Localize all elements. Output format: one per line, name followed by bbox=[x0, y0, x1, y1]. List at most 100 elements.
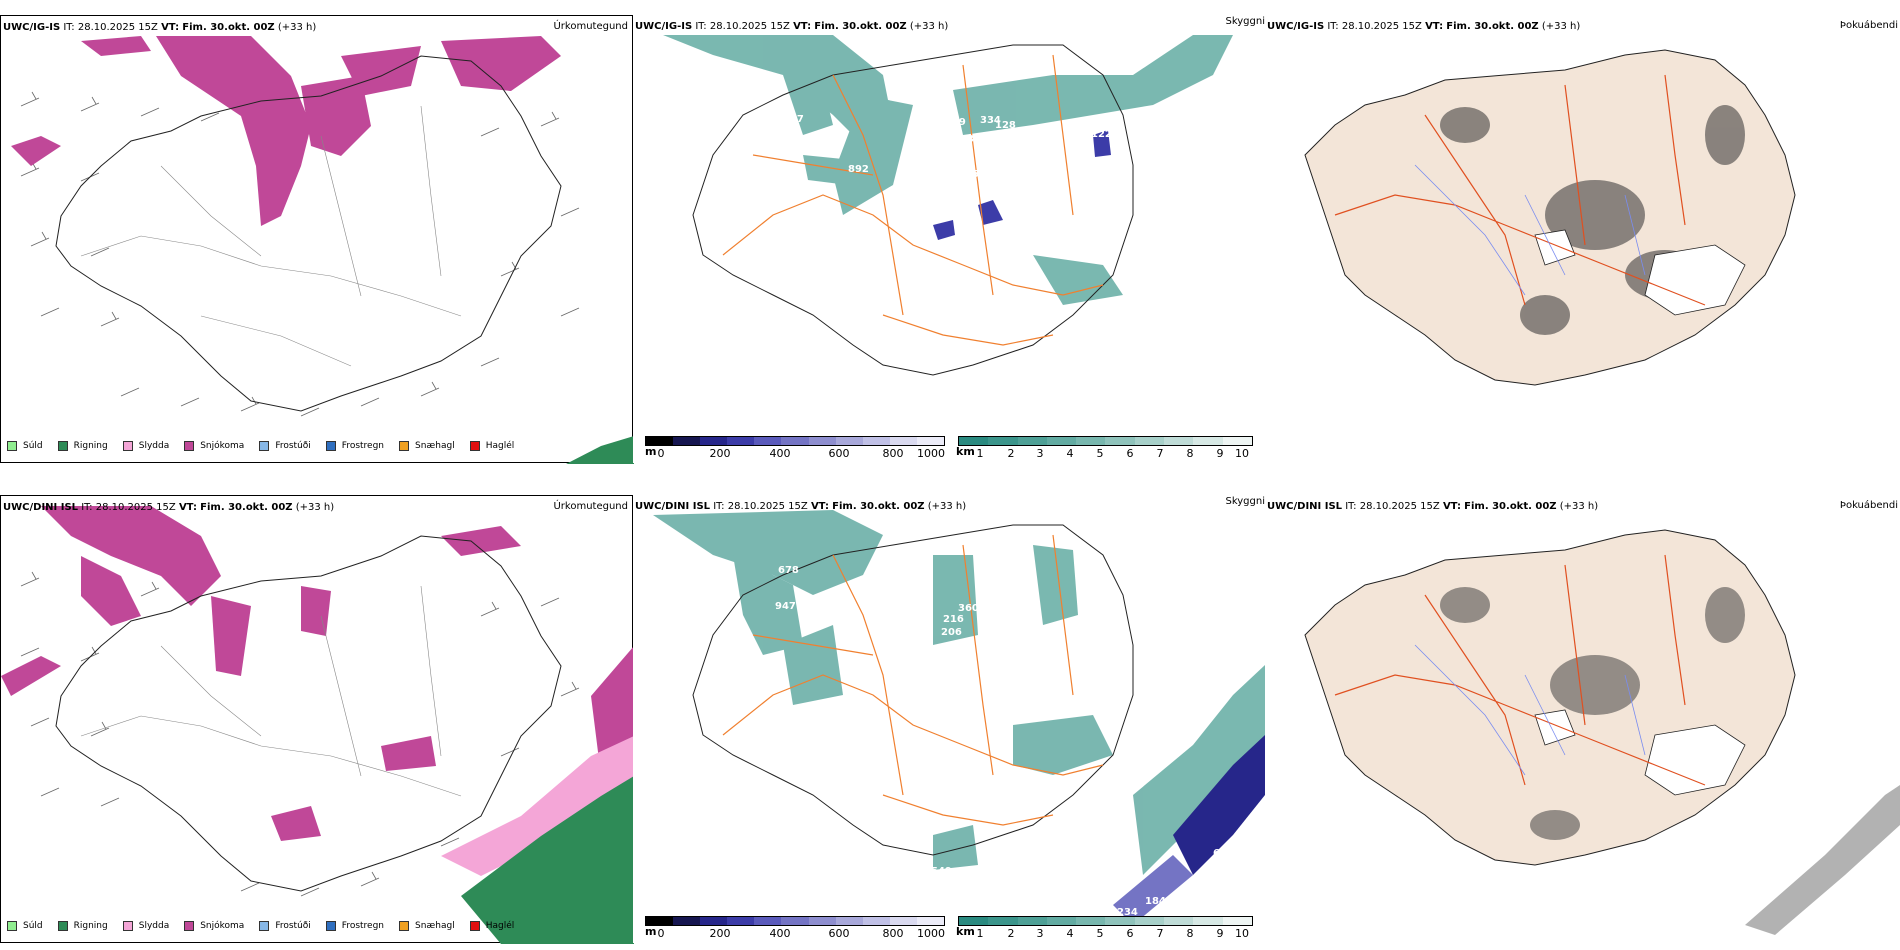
tick-label: 800 bbox=[882, 927, 904, 940]
visibility-unit: km bbox=[956, 925, 975, 938]
map-dini-fog bbox=[1304, 529, 1900, 935]
tick-label: 1 bbox=[976, 447, 984, 460]
legend-item: Haglél bbox=[469, 441, 514, 451]
value-label: 365 bbox=[958, 169, 979, 180]
legend-item: Snjókoma bbox=[184, 921, 244, 931]
value-label: 292 bbox=[936, 145, 957, 156]
cloudbase-bar bbox=[645, 916, 945, 926]
fog-fields bbox=[1440, 587, 1745, 840]
visibility-bar bbox=[958, 916, 1253, 926]
roads bbox=[80, 105, 462, 367]
legend-swatch bbox=[259, 441, 270, 451]
rain-area bbox=[461, 776, 634, 944]
value-label: 678 bbox=[778, 565, 799, 576]
value-label: 102 bbox=[1085, 604, 1106, 615]
panel-title: Skyggni bbox=[1225, 16, 1265, 27]
cloudbase-colorbar: m 0 200 400 600 800 1000 bbox=[645, 436, 945, 460]
value-labels: 678 947 360 216 206 102 86 450 549 65 18… bbox=[775, 565, 1227, 918]
tick-label: 400 bbox=[769, 447, 791, 460]
visibility-bar bbox=[958, 436, 1253, 446]
roads bbox=[722, 534, 1104, 826]
visibility-unit: km bbox=[956, 445, 975, 458]
value-label: 65 bbox=[1213, 848, 1227, 859]
snow-areas bbox=[1, 506, 634, 841]
snow-areas bbox=[11, 36, 561, 226]
iceland-outline bbox=[55, 535, 562, 892]
tick-label: 800 bbox=[882, 447, 904, 460]
panel-header: UWC/IG-IS IT: 28.10.2025 15Z VT: Fim. 30… bbox=[3, 22, 317, 33]
sleet-area bbox=[441, 736, 634, 876]
panel-header: UWC/DINI ISL IT: 28.10.2025 15Z VT: Fim.… bbox=[1267, 501, 1599, 512]
legend-swatch bbox=[7, 441, 17, 451]
tick-label: 5 bbox=[1096, 927, 1104, 940]
tick-label: 7 bbox=[1156, 447, 1164, 460]
legend-item: Frostúði bbox=[259, 441, 311, 451]
tick-label: 2 bbox=[1007, 927, 1015, 940]
panel-title: Þokuábendi bbox=[1839, 500, 1898, 511]
tick-label: 6 bbox=[1126, 927, 1134, 940]
value-label: 967 bbox=[783, 114, 804, 125]
value-label: 128 bbox=[995, 120, 1016, 131]
precip-legend: Súld Rigning Slydda Snjókoma Frostúði Fr… bbox=[7, 921, 529, 931]
tick-label: 10 bbox=[1235, 447, 1249, 460]
tick-label: 600 bbox=[828, 447, 850, 460]
panel-title: Skyggni bbox=[1225, 496, 1265, 507]
visibility-fields bbox=[653, 510, 1265, 875]
legend-swatch bbox=[469, 921, 480, 931]
roads bbox=[80, 585, 462, 797]
panel-header: UWC/IG-IS IT: 28.10.2025 15Z VT: Fim. 30… bbox=[635, 21, 949, 32]
legend-item: Súld bbox=[7, 921, 43, 931]
value-label: 184 bbox=[1145, 896, 1166, 907]
tick-label: 1 bbox=[976, 927, 984, 940]
visibility-colorbar: km 1 2 3 4 5 6 7 8 9 10 bbox=[956, 916, 1253, 940]
legend-swatch bbox=[122, 921, 133, 931]
tick-label: 9 bbox=[1216, 447, 1224, 460]
value-label: 334 bbox=[980, 115, 1001, 126]
cloudbase-unit: m bbox=[645, 925, 657, 938]
panel-igis-fog: UWC/IG-IS IT: 28.10.2025 15Z VT: Fim. 30… bbox=[1265, 15, 1900, 463]
value-label: 122 bbox=[1091, 129, 1112, 140]
visibility-ticks: 1 2 3 4 5 6 7 8 9 10 bbox=[958, 926, 1253, 940]
map-dini-precip bbox=[1, 506, 634, 944]
tick-label: 0 bbox=[657, 447, 665, 460]
tick-label: 200 bbox=[709, 447, 731, 460]
rivers bbox=[1414, 644, 1646, 776]
tick-label: 200 bbox=[709, 927, 731, 940]
visibility-fields bbox=[663, 35, 1233, 305]
tick-label: 1000 bbox=[917, 447, 945, 460]
cloudbase-ticks: 0 200 400 600 800 1000 bbox=[645, 926, 946, 940]
tick-label: 7 bbox=[1156, 927, 1164, 940]
map-igis-fog bbox=[1304, 49, 1796, 386]
value-label: 947 bbox=[775, 601, 796, 612]
cloudbase-ticks: 0 200 400 600 800 1000 bbox=[645, 446, 946, 460]
legend-swatch bbox=[399, 441, 410, 451]
legend-item: Rigning bbox=[57, 441, 108, 451]
legend-swatch bbox=[399, 921, 410, 931]
offshore-fog bbox=[1745, 785, 1900, 935]
low-cloud-fields bbox=[933, 130, 1111, 240]
legend-item: Frostúði bbox=[259, 921, 311, 931]
precip-legend: Súld Rigning Slydda Snjókoma Frostúði Fr… bbox=[7, 441, 529, 451]
legend-item: Snjókoma bbox=[184, 441, 244, 451]
legend-swatch bbox=[7, 921, 17, 931]
tick-label: 3 bbox=[1036, 927, 1044, 940]
panel-dini-cloud: 678 947 360 216 206 102 86 450 549 65 18… bbox=[633, 495, 1265, 943]
value-label: 892 bbox=[848, 164, 869, 175]
legend-item: Snæhagl bbox=[399, 921, 455, 931]
legend-swatch bbox=[469, 441, 480, 451]
legend-item: Frostregn bbox=[325, 921, 384, 931]
tick-label: 0 bbox=[657, 927, 665, 940]
map-igis-precip bbox=[11, 36, 634, 464]
cloudbase-colorbar: m 0 200 400 600 800 1000 bbox=[645, 916, 945, 940]
tick-label: 4 bbox=[1066, 447, 1074, 460]
value-label: 549 bbox=[931, 866, 952, 877]
wind-barbs bbox=[20, 91, 580, 417]
glaciers bbox=[1534, 709, 1746, 796]
legend-item: Rigning bbox=[57, 921, 108, 931]
value-label: 336 bbox=[960, 134, 981, 145]
low-cloud-band bbox=[1173, 735, 1265, 875]
legend-swatch bbox=[325, 921, 336, 931]
roads bbox=[1334, 74, 1706, 306]
iceland-outline bbox=[55, 55, 562, 412]
panel-title: Þokuábendi bbox=[1839, 20, 1898, 31]
